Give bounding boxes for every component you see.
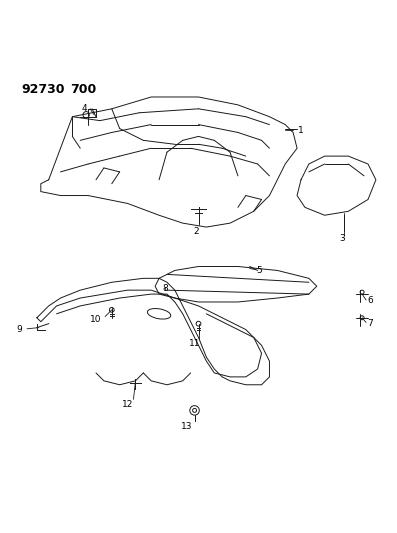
Text: 11: 11 [189,339,200,348]
Text: 9: 9 [16,325,22,334]
Text: 12: 12 [122,400,133,409]
Text: 5: 5 [257,266,262,275]
Text: 2: 2 [194,227,199,236]
Text: 13: 13 [181,422,193,431]
Text: 1: 1 [298,126,304,135]
Text: 3: 3 [339,235,345,244]
Text: 8: 8 [162,284,168,293]
Text: 10: 10 [90,315,102,324]
Text: 4: 4 [81,104,87,114]
Text: 700: 700 [70,83,96,96]
Text: 6: 6 [367,295,373,304]
Text: 92730: 92730 [21,83,65,96]
Text: 7: 7 [367,319,373,328]
